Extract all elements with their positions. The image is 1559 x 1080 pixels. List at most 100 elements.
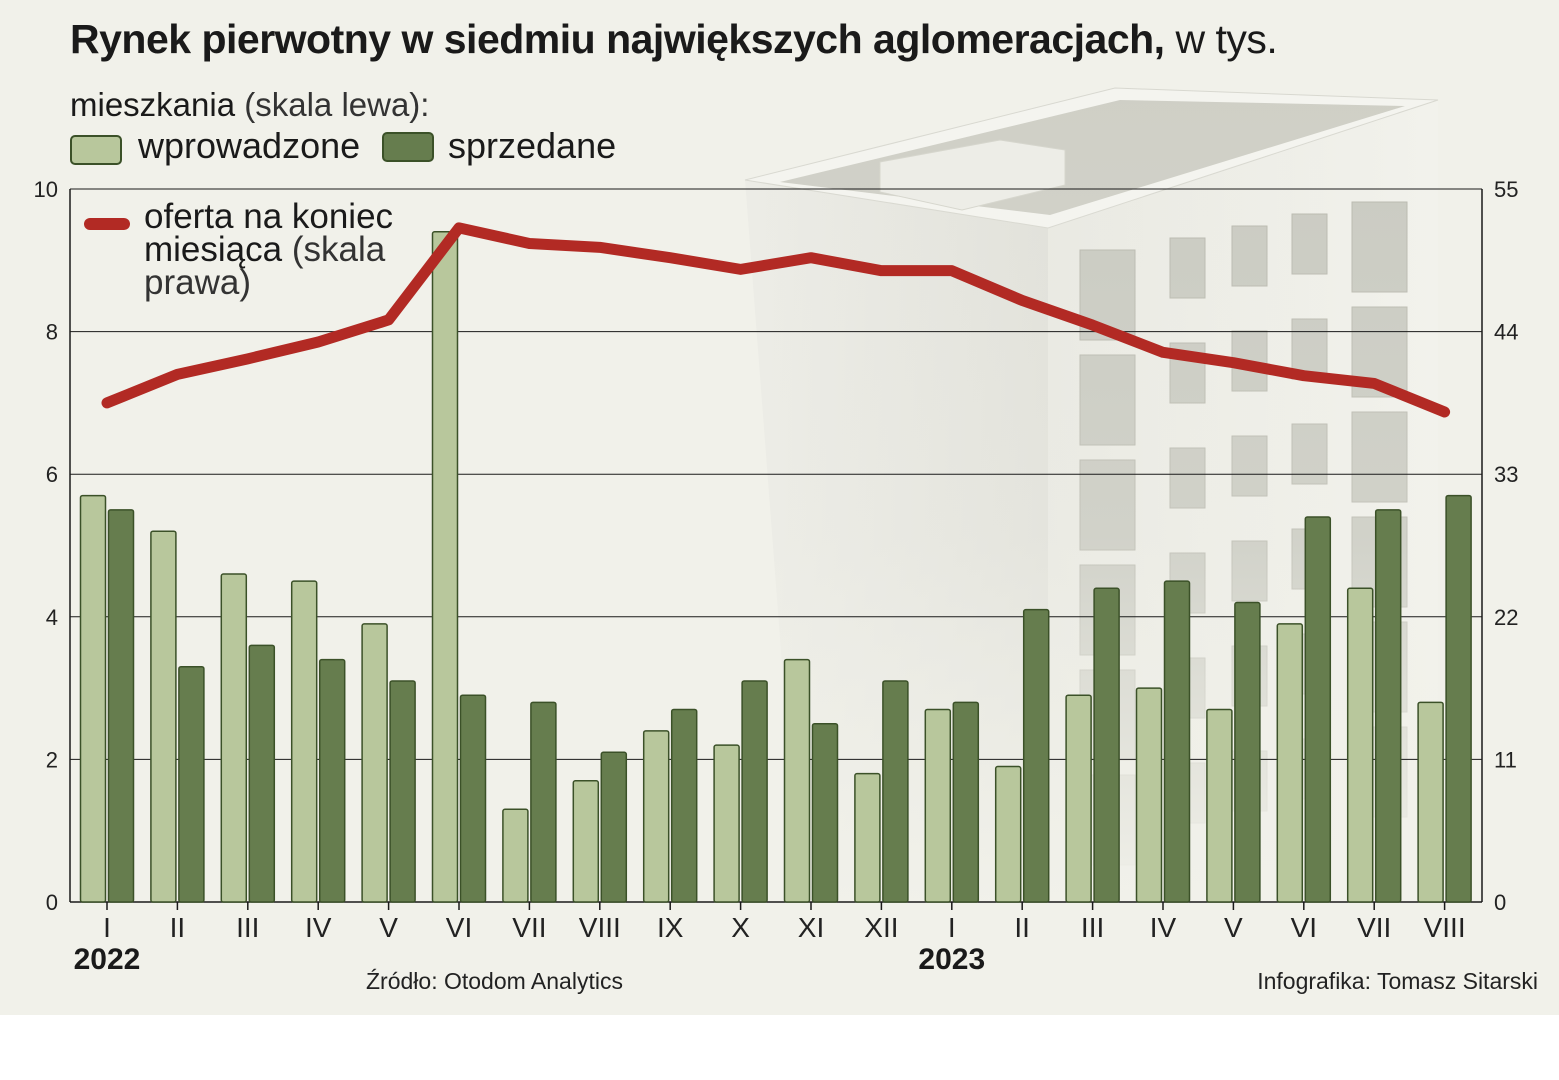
bars	[79, 231, 1472, 903]
legend-swatch-sold	[382, 132, 434, 162]
offer-point	[1091, 324, 1094, 327]
category-label: IV	[305, 912, 332, 943]
offer-point	[458, 226, 460, 229]
legend-line-scale: (skala prawa)	[144, 230, 386, 302]
bar-sold	[952, 701, 980, 903]
legend-line-main: oferta na koniec miesiąca	[144, 197, 394, 269]
bar-sold	[248, 644, 276, 903]
legend-swatch-introduced	[70, 135, 122, 165]
offer-point	[317, 340, 320, 343]
legend-swatch-line	[84, 218, 130, 230]
year-label: 2022	[74, 943, 141, 976]
category-label: I	[948, 912, 956, 943]
bar-introduced	[290, 580, 318, 903]
left-axis-tick-label: 8	[46, 320, 58, 345]
legend-label-line: oferta na koniec miesiąca (skala prawa)	[144, 197, 444, 302]
bar-sold	[459, 694, 487, 903]
bar-introduced	[994, 765, 1022, 903]
offer-point	[669, 256, 672, 259]
bar-sold	[178, 665, 205, 903]
bar-introduced	[642, 730, 670, 903]
bar-sold	[1022, 608, 1050, 903]
right-axis-tick-label: 44	[1494, 320, 1518, 345]
legend-label-sold: sprzedane	[448, 125, 617, 166]
credit-note: Infografika: Tomasz Sitarski	[1257, 968, 1538, 994]
category-label: VIII	[579, 912, 621, 943]
bar-sold	[882, 680, 909, 903]
offer-point	[387, 318, 390, 321]
offer-point	[880, 269, 883, 272]
offer-point	[176, 373, 179, 376]
bar-introduced	[924, 708, 952, 903]
left-axis-tick-label: 0	[46, 890, 58, 915]
bar-sold	[1304, 516, 1332, 903]
category-label: VI	[1291, 912, 1317, 943]
category-label: I	[103, 912, 111, 943]
bar-sold	[1163, 580, 1191, 903]
bar-sold	[741, 680, 768, 903]
title-unit: w tys.	[1164, 16, 1278, 62]
category-label: IX	[657, 912, 684, 943]
offer-point	[246, 357, 249, 360]
offer-point	[739, 268, 742, 271]
chart-title: Rynek pierwotny w siedmiu największych a…	[70, 16, 1278, 63]
category-label: II	[1014, 912, 1030, 943]
right-axis-tick-label: 11	[1494, 747, 1517, 772]
category-label: XII	[864, 912, 898, 943]
bar-introduced	[502, 808, 529, 903]
offer-point	[1443, 410, 1446, 413]
right-axis-tick-label: 0	[1494, 890, 1506, 915]
right-axis-tick-label: 22	[1494, 605, 1518, 630]
category-label: V	[1224, 912, 1243, 943]
bar-introduced	[572, 780, 600, 903]
bar-introduced	[1065, 694, 1092, 903]
bar-sold	[530, 701, 557, 903]
subtitle-scale: (skala lewa):	[235, 86, 430, 123]
infographic-canvas: Rynek pierwotny w siedmiu największych a…	[0, 0, 1559, 1015]
category-label: III	[1081, 912, 1104, 943]
category-label: VII	[512, 912, 546, 943]
offer-point	[1021, 299, 1024, 302]
category-label: IV	[1150, 912, 1177, 943]
bar-introduced	[1276, 623, 1304, 903]
left-axis-tick-label: 6	[46, 462, 58, 487]
legend-label-introduced: wprowadzone	[138, 125, 361, 166]
offer-line	[101, 222, 1451, 418]
offer-point	[1232, 361, 1235, 364]
bar-sold	[1234, 601, 1261, 903]
bar-sold	[600, 751, 628, 903]
bar-introduced	[431, 231, 459, 903]
subtitle-main: mieszkania	[70, 86, 236, 123]
offer-point	[598, 246, 601, 249]
bar-introduced	[220, 573, 248, 903]
bar-introduced	[361, 623, 388, 903]
offer-point	[106, 401, 108, 404]
bar-introduced	[1135, 687, 1163, 903]
bar-sold	[1445, 494, 1472, 903]
bar-sold	[670, 708, 698, 903]
category-label: II	[170, 912, 186, 943]
bar-introduced	[150, 530, 177, 903]
bar-sold	[1093, 587, 1120, 903]
bar-sold	[389, 680, 416, 903]
offer-point	[1162, 351, 1164, 354]
bar-sold	[1374, 509, 1402, 903]
category-label: XI	[798, 912, 824, 943]
right-axis-tick-label: 33	[1494, 462, 1518, 487]
bar-introduced	[1346, 587, 1374, 903]
bar-introduced	[713, 744, 740, 903]
bar-introduced	[783, 658, 811, 903]
bar-sold	[107, 509, 135, 903]
left-axis-tick-label: 2	[46, 747, 58, 772]
offer-point	[950, 269, 953, 272]
chart-subtitle: mieszkania (skala lewa):	[70, 86, 429, 124]
offer-series-line	[101, 222, 1451, 418]
category-label: X	[731, 912, 750, 943]
title-main: Rynek pierwotny w siedmiu największych a…	[70, 16, 1165, 62]
category-label: VII	[1357, 912, 1391, 943]
left-axis-tick-label: 4	[46, 605, 58, 630]
category-label: VIII	[1424, 912, 1466, 943]
bar-introduced	[1417, 701, 1444, 903]
offer-point	[810, 256, 812, 259]
